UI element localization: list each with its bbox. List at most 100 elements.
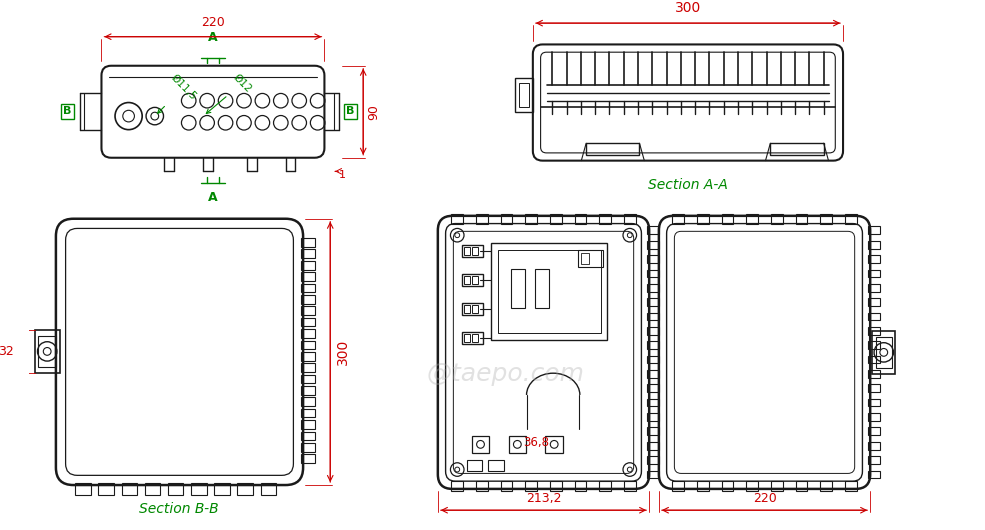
Bar: [489, 460, 503, 472]
Bar: [868, 384, 880, 392]
Bar: [868, 456, 880, 464]
Bar: [868, 270, 880, 277]
Bar: [167, 483, 183, 494]
Bar: [647, 370, 659, 378]
Text: Section B-B: Section B-B: [139, 502, 219, 516]
Bar: [796, 214, 808, 224]
Bar: [647, 298, 659, 306]
Bar: [525, 481, 537, 491]
Bar: [647, 313, 659, 320]
Bar: [476, 481, 488, 491]
Text: 1: 1: [339, 170, 346, 180]
Bar: [868, 471, 880, 478]
Bar: [647, 356, 659, 364]
Bar: [467, 460, 483, 472]
Bar: [98, 483, 114, 494]
Bar: [301, 329, 315, 338]
Bar: [647, 241, 659, 249]
Bar: [647, 327, 659, 335]
Bar: [673, 481, 684, 491]
Bar: [472, 247, 478, 254]
Bar: [868, 226, 880, 234]
Bar: [574, 481, 586, 491]
Bar: [771, 214, 783, 224]
Text: Ø11,5: Ø11,5: [158, 73, 199, 113]
Bar: [647, 413, 659, 421]
Bar: [770, 143, 823, 155]
Bar: [301, 375, 315, 383]
Bar: [451, 214, 463, 224]
Bar: [464, 334, 470, 342]
Bar: [237, 483, 253, 494]
Bar: [868, 413, 880, 421]
Bar: [301, 363, 315, 372]
Bar: [462, 303, 484, 315]
Bar: [868, 428, 880, 435]
Bar: [34, 330, 60, 373]
Bar: [647, 284, 659, 292]
Bar: [647, 399, 659, 407]
Bar: [462, 332, 484, 343]
Bar: [647, 442, 659, 449]
Text: B: B: [347, 106, 355, 116]
Bar: [301, 272, 315, 281]
Bar: [599, 214, 611, 224]
Bar: [472, 334, 478, 342]
Bar: [722, 481, 734, 491]
Text: 32: 32: [0, 345, 14, 358]
Bar: [647, 255, 659, 263]
Text: 213,2: 213,2: [526, 492, 561, 506]
Bar: [215, 483, 230, 494]
Bar: [771, 481, 783, 491]
Bar: [301, 250, 315, 258]
Text: 220: 220: [753, 492, 776, 506]
Bar: [301, 352, 315, 360]
Bar: [821, 481, 832, 491]
Bar: [121, 483, 137, 494]
Bar: [586, 143, 639, 155]
Bar: [647, 226, 659, 234]
Bar: [301, 340, 315, 349]
Bar: [75, 483, 91, 494]
Bar: [301, 409, 315, 418]
Bar: [747, 214, 758, 224]
Bar: [872, 331, 895, 374]
Bar: [498, 250, 601, 333]
Bar: [845, 481, 857, 491]
Bar: [868, 399, 880, 407]
Bar: [301, 306, 315, 315]
Bar: [647, 270, 659, 277]
Bar: [301, 420, 315, 429]
Text: Ø12: Ø12: [206, 72, 253, 113]
Bar: [722, 214, 734, 224]
Bar: [535, 269, 550, 308]
Text: @taepo.com: @taepo.com: [427, 361, 585, 386]
Bar: [261, 483, 276, 494]
Bar: [344, 103, 358, 119]
Bar: [647, 456, 659, 464]
Text: B: B: [63, 106, 72, 116]
Bar: [500, 214, 512, 224]
Bar: [301, 295, 315, 304]
Text: 220: 220: [201, 16, 225, 29]
Bar: [574, 214, 586, 224]
Bar: [451, 481, 463, 491]
Bar: [647, 384, 659, 392]
Bar: [301, 238, 315, 247]
Bar: [868, 284, 880, 292]
Text: 36,8: 36,8: [523, 436, 550, 449]
Bar: [462, 274, 484, 286]
Text: 90: 90: [367, 104, 380, 120]
Bar: [868, 341, 880, 349]
Bar: [145, 483, 161, 494]
Bar: [472, 305, 478, 313]
Bar: [525, 214, 537, 224]
Bar: [550, 214, 561, 224]
Bar: [550, 481, 561, 491]
Bar: [472, 436, 490, 453]
Text: A: A: [208, 191, 218, 204]
Bar: [301, 443, 315, 452]
Bar: [301, 454, 315, 463]
Bar: [599, 481, 611, 491]
Bar: [624, 214, 635, 224]
